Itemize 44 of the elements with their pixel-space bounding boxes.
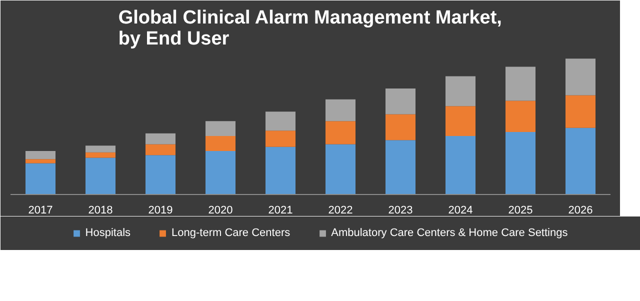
bar xyxy=(566,128,596,194)
bar xyxy=(506,100,536,132)
bar xyxy=(506,66,536,101)
bar xyxy=(566,95,596,128)
chart-title: Global Clinical Alarm Management Market, by End User xyxy=(118,8,502,50)
x-tick-label: 2026 xyxy=(568,204,593,216)
bar xyxy=(386,88,416,114)
bar xyxy=(266,146,296,194)
bar xyxy=(266,112,296,131)
bar xyxy=(146,155,176,194)
bar xyxy=(326,144,356,194)
bar xyxy=(386,140,416,194)
x-tick-label: 2020 xyxy=(208,204,233,216)
bar xyxy=(386,114,416,140)
x-tick-label: 2024 xyxy=(448,204,473,216)
bar xyxy=(326,99,356,122)
bar xyxy=(86,152,116,158)
bar xyxy=(566,58,596,96)
bar xyxy=(326,121,356,144)
legend-label: Long-term Care Centers xyxy=(172,227,290,239)
bar xyxy=(506,132,536,194)
bar xyxy=(206,151,236,194)
legend-label: Hospitals xyxy=(85,227,131,239)
x-tick-label: 2023 xyxy=(388,204,413,216)
bar xyxy=(266,130,296,147)
bar xyxy=(446,106,476,136)
bar xyxy=(86,158,116,194)
bar xyxy=(86,146,116,152)
bar xyxy=(146,133,176,144)
x-tick-label: 2018 xyxy=(88,204,113,216)
legend-label: Ambulatory Care Centers & Home Care Settings xyxy=(331,227,568,239)
bar xyxy=(146,144,176,156)
x-tick-label: 2019 xyxy=(148,204,173,216)
x-tick-label: 2022 xyxy=(328,204,353,216)
x-tick-label: 2017 xyxy=(28,204,53,216)
bar xyxy=(206,136,236,152)
bar xyxy=(26,163,56,194)
x-tick-label: 2021 xyxy=(268,204,293,216)
bar xyxy=(206,121,236,136)
x-tick-label: 2025 xyxy=(508,204,533,216)
bar xyxy=(446,76,476,106)
bar xyxy=(446,136,476,194)
bar xyxy=(26,151,56,160)
bar xyxy=(26,159,56,164)
